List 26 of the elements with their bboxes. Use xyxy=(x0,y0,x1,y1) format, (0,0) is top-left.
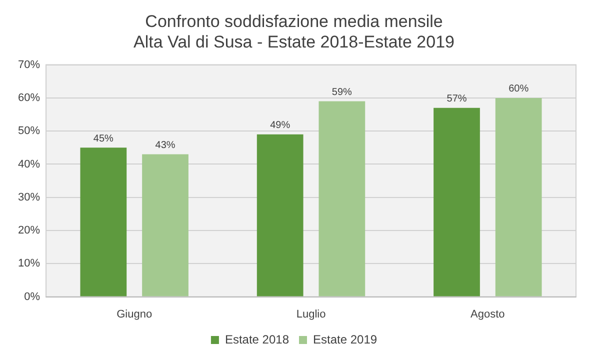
bar xyxy=(434,108,480,296)
data-label: 43% xyxy=(155,140,176,152)
x-tick-label: Giugno xyxy=(116,308,152,320)
y-tick-label: 70% xyxy=(18,58,40,71)
y-tick-label: 10% xyxy=(18,258,40,270)
chart-title: Confronto soddisfazione media mensile Alta Val di Susa - Estate 2018-Estate 2019 xyxy=(134,12,454,52)
bar xyxy=(495,98,542,296)
x-tick-label: Agosto xyxy=(470,308,505,320)
y-tick-label: 0% xyxy=(24,290,40,303)
data-label: 49% xyxy=(270,120,290,132)
y-tick-label: 50% xyxy=(18,125,40,138)
legend-label: Estate 2019 xyxy=(313,332,378,346)
data-label: 59% xyxy=(332,87,352,98)
data-label: 60% xyxy=(508,84,529,95)
data-label: 57% xyxy=(446,94,467,105)
x-tick-label: Luglio xyxy=(296,308,326,320)
bar xyxy=(80,148,127,296)
y-tick-label: 20% xyxy=(18,224,40,237)
bar xyxy=(142,154,188,296)
y-tick-label: 40% xyxy=(18,158,40,170)
y-tick-label: 30% xyxy=(18,191,40,204)
bar xyxy=(256,134,304,296)
bar xyxy=(318,101,366,296)
data-label: 45% xyxy=(93,133,114,144)
legend-label: Estate 2018 xyxy=(224,332,290,346)
y-tick-label: 60% xyxy=(18,92,40,104)
